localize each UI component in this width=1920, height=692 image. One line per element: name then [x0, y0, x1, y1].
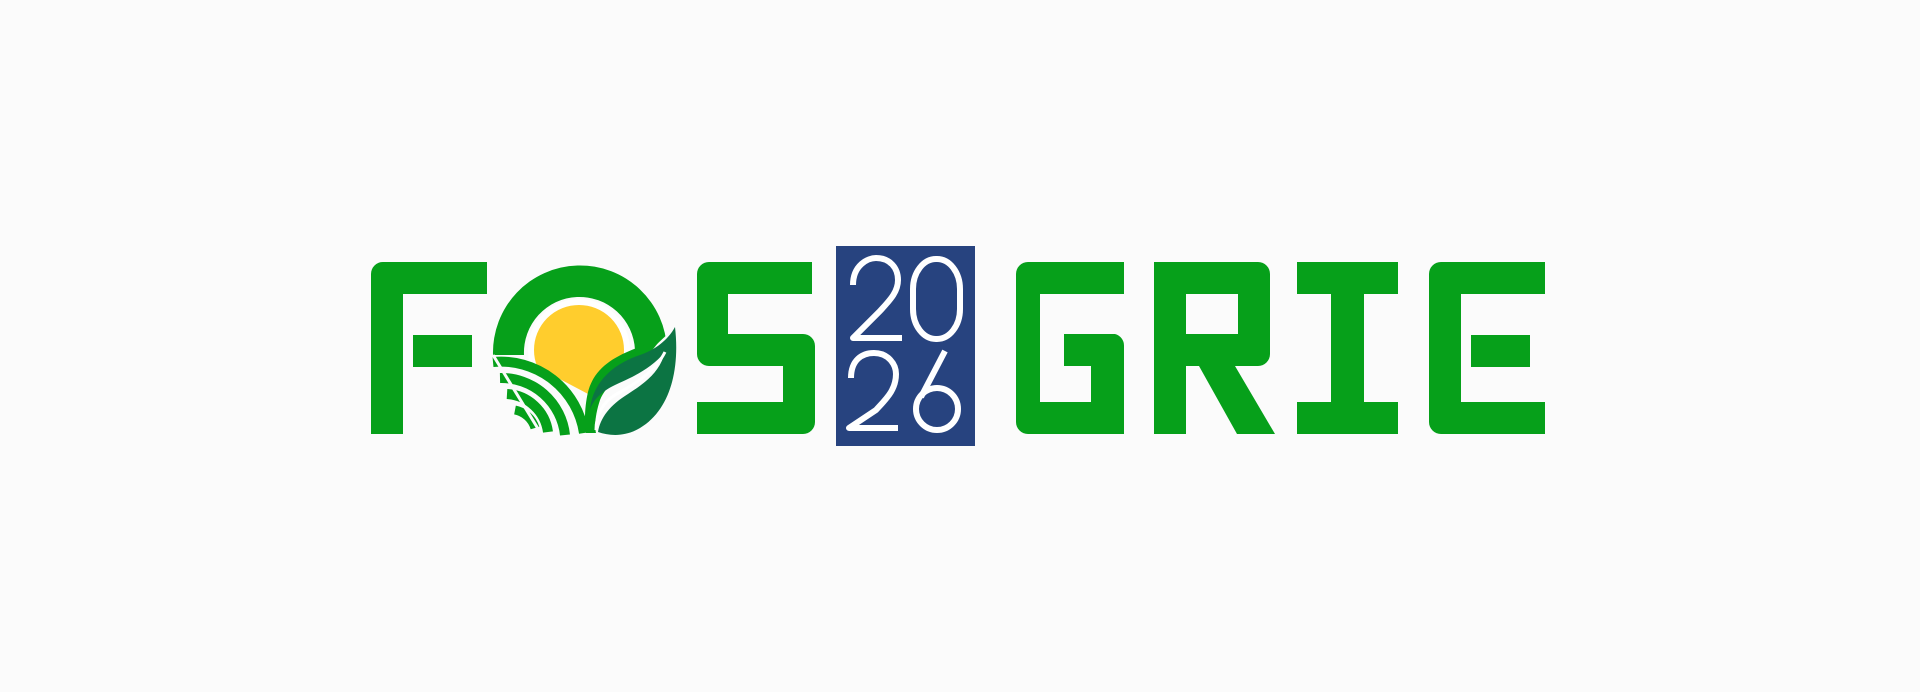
year-top: 20 [0, 0, 20, 4]
letter-g [1016, 262, 1125, 434]
letter-i [1297, 262, 1398, 434]
leaf-icon [584, 327, 677, 435]
letter-f [371, 262, 487, 434]
agri-emblem-o [491, 265, 677, 438]
letter-r [1154, 262, 1275, 434]
signal-arcs-icon [492, 356, 589, 436]
letter-s [697, 262, 815, 434]
year-badge: 20 26 [0, 0, 975, 446]
year-bottom: 26 [0, 0, 20, 4]
letter-e [1429, 262, 1545, 434]
